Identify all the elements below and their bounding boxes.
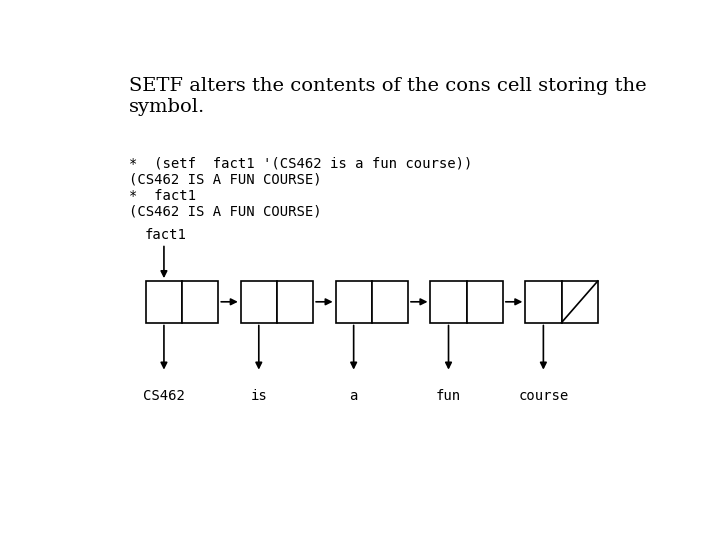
Bar [277, 281, 313, 322]
Text: fun: fun [436, 389, 461, 403]
Bar [336, 281, 372, 322]
Text: CS462: CS462 [143, 389, 185, 403]
Bar [240, 281, 277, 322]
Bar [372, 281, 408, 322]
Text: SETF alters the contents of the cons cell storing the
symbol.: SETF alters the contents of the cons cel… [129, 77, 647, 116]
Bar [145, 281, 182, 322]
Text: course: course [518, 389, 569, 403]
Bar [182, 281, 218, 322]
Bar [431, 281, 467, 322]
Text: *  (setf  fact1 '(CS462 is a fun course))
(CS462 IS A FUN COURSE)
*  fact1
(CS46: * (setf fact1 '(CS462 is a fun course)) … [129, 156, 472, 219]
Text: a: a [349, 389, 358, 403]
Text: is: is [251, 389, 267, 403]
Bar [526, 281, 562, 322]
Text: fact1: fact1 [145, 227, 186, 241]
Bar [562, 281, 598, 322]
Bar [467, 281, 503, 322]
